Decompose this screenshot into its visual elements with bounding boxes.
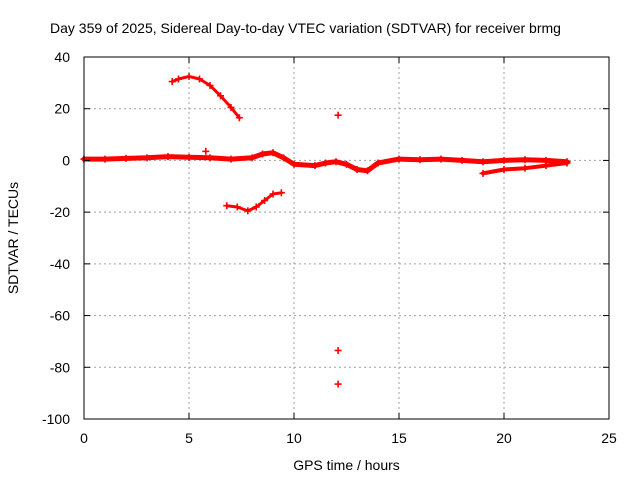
data-point xyxy=(343,160,350,168)
x-tick-label: 10 xyxy=(286,430,302,446)
data-point xyxy=(277,189,285,197)
plot-frame xyxy=(83,56,610,420)
data-point xyxy=(479,169,487,177)
data-point xyxy=(311,162,319,170)
x-tick-label: 20 xyxy=(496,430,512,446)
data-point xyxy=(290,160,298,168)
y-tick-label: 20 xyxy=(54,101,70,117)
data-point xyxy=(458,156,466,164)
data-point xyxy=(521,156,529,164)
x-axis-label: GPS time / hours xyxy=(293,457,400,473)
x-tick-label: 15 xyxy=(391,430,407,446)
axes: 0 5 10 15 20 25 -100 -80 -60 -40 -20 0 20 40 xyxy=(42,49,617,446)
data-point xyxy=(143,154,151,162)
data-point xyxy=(334,346,342,354)
data-point xyxy=(416,156,424,164)
data-point xyxy=(500,165,508,173)
series-band xyxy=(170,74,241,120)
data-point xyxy=(175,75,182,83)
chart-title: Day 359 of 2025, Sidereal Day-to-day VTE… xyxy=(50,20,561,36)
series-outliers xyxy=(202,111,342,388)
series-late-lower-segment xyxy=(479,159,571,177)
data-point xyxy=(252,203,260,211)
data-point xyxy=(235,114,243,122)
y-tick-label: -20 xyxy=(50,204,70,220)
data-point xyxy=(227,103,235,111)
y-tick-label: 0 xyxy=(62,152,70,168)
data-point xyxy=(322,159,329,167)
y-axis-label: SDTVAR / TECUs xyxy=(5,182,21,294)
data-point xyxy=(217,92,224,100)
data-point xyxy=(395,155,403,163)
data-point xyxy=(521,164,529,172)
data-point xyxy=(196,75,203,83)
data-point xyxy=(244,207,252,215)
data-point xyxy=(269,149,277,157)
data-point xyxy=(223,202,231,210)
series-low-segment xyxy=(223,189,285,215)
data-series xyxy=(80,72,571,388)
y-tick-label: -40 xyxy=(50,256,70,272)
data-point xyxy=(202,147,210,155)
data-point xyxy=(206,81,214,89)
data-point xyxy=(168,78,176,86)
x-tick-label: 0 xyxy=(80,430,88,446)
data-point xyxy=(269,190,277,198)
data-point xyxy=(248,154,256,162)
y-tick-label: -80 xyxy=(50,359,70,375)
data-point xyxy=(185,72,193,80)
data-point xyxy=(334,111,342,119)
data-point xyxy=(164,153,172,161)
data-point xyxy=(185,153,193,161)
data-point xyxy=(227,155,235,163)
data-point xyxy=(353,165,361,173)
data-point xyxy=(334,380,342,388)
series-main-band xyxy=(80,149,571,175)
x-tick-label: 5 xyxy=(185,430,193,446)
y-tick-label: 40 xyxy=(54,49,70,65)
data-point xyxy=(542,162,550,170)
data-point xyxy=(280,154,287,162)
data-point xyxy=(500,156,508,164)
data-point xyxy=(206,154,214,162)
grid-lines xyxy=(84,57,609,419)
data-point xyxy=(364,167,371,175)
data-point xyxy=(332,158,340,166)
data-point xyxy=(261,197,269,205)
data-point xyxy=(479,158,487,166)
data-point xyxy=(437,155,445,163)
x-tick-label: 25 xyxy=(601,430,617,446)
y-tick-label: -100 xyxy=(42,411,70,427)
data-point xyxy=(101,155,109,163)
series-arc-segment xyxy=(168,72,243,122)
data-point xyxy=(122,154,130,162)
data-point xyxy=(233,203,241,211)
y-tick-label: -60 xyxy=(50,308,70,324)
data-point xyxy=(259,150,266,158)
data-point xyxy=(563,159,571,167)
data-point xyxy=(374,159,382,167)
